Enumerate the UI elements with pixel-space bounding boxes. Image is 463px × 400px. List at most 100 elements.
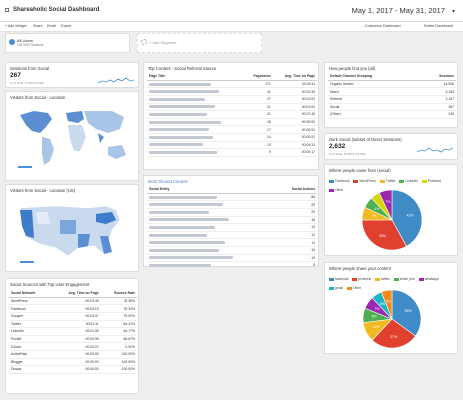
email-button[interactable]: Email — [47, 24, 56, 28]
legend-item[interactable]: Other — [346, 286, 361, 291]
widget-title: Top Content - Social Referral Source — [148, 66, 217, 71]
blurred-entity[interactable] — [149, 264, 211, 268]
blurred-page-title[interactable] — [149, 97, 205, 101]
table-cell: 00:03:19 — [50, 304, 101, 313]
dark-social-value: 2,632 — [329, 143, 346, 150]
most-shared-table: Social Entity Social Actions 86 29 20 16… — [147, 186, 317, 270]
blurred-entity[interactable] — [149, 233, 207, 237]
table-header[interactable]: Pageviews — [245, 73, 273, 81]
table-cell: 00:00:17 — [272, 148, 317, 157]
blurred-page-title[interactable] — [149, 113, 207, 117]
legend-item[interactable]: LinkedIn — [399, 179, 418, 184]
legend-item[interactable]: pinterest — [352, 277, 371, 282]
legend-item[interactable]: twitter — [375, 277, 390, 282]
table-cell: 00:00:00 — [50, 350, 101, 359]
widget-title[interactable]: Most Shared Content — [148, 179, 188, 184]
table-cell: ActiveRain — [9, 350, 51, 359]
pie-slice[interactable] — [391, 289, 422, 337]
blurred-entity[interactable] — [149, 195, 217, 199]
table-row: 13 — [147, 223, 317, 232]
legend-label: WordPress — [359, 179, 376, 183]
blurred-page-title[interactable] — [149, 120, 221, 124]
share-content-widget: Where people share your content facebook… — [324, 262, 458, 354]
share-button[interactable]: Share — [33, 24, 43, 28]
table-cell: 29 — [276, 200, 317, 209]
legend-label: Twitter — [385, 179, 396, 183]
blurred-page-title[interactable] — [149, 105, 215, 109]
pie-slice-label: 8% — [372, 315, 377, 319]
blurred-page-title[interactable] — [149, 128, 209, 132]
legend-item[interactable]: Other — [329, 188, 343, 193]
blurred-page-title[interactable] — [149, 90, 219, 94]
pie-slice[interactable] — [380, 289, 393, 320]
export-button[interactable]: Export — [61, 24, 72, 28]
table-cell: 100.00% — [100, 350, 137, 359]
pie-slice[interactable] — [361, 219, 407, 251]
table-header[interactable]: Social Actions — [276, 186, 317, 194]
table-header[interactable]: Sessions — [418, 73, 456, 81]
legend-item[interactable]: Pinterest — [421, 179, 441, 184]
legend-item[interactable]: email_this — [393, 277, 415, 282]
table-header[interactable]: Avg. Time on Page — [272, 73, 317, 81]
pie-chart: 35%27%11%8%7%6%6% — [362, 289, 422, 349]
table-cell: 12 — [276, 231, 317, 240]
sparkline — [98, 77, 134, 84]
pie-slice[interactable] — [378, 189, 393, 221]
pie-slice-label: 35% — [405, 309, 412, 313]
legend-item[interactable]: gmail — [329, 286, 343, 291]
blurred-entity[interactable] — [149, 248, 219, 252]
date-range[interactable]: May 1, 2017 - May 31, 2017 — [351, 6, 445, 15]
add-widget-button[interactable]: + Add Widget — [5, 24, 27, 28]
blurred-entity[interactable] — [149, 226, 215, 230]
legend-item[interactable]: WordPress — [353, 179, 376, 184]
table-cell: 00:00:35 — [50, 335, 101, 344]
blurred-page-title[interactable] — [149, 151, 217, 155]
table-header[interactable]: Bounce Rate — [100, 290, 137, 298]
sparkline — [417, 147, 453, 153]
table-cell: 18 — [245, 118, 273, 127]
pie-slice[interactable] — [371, 318, 416, 349]
legend-item[interactable]: facebook — [329, 277, 348, 282]
legend-swatch — [329, 179, 334, 183]
blurred-page-title[interactable] — [149, 143, 203, 147]
legend-item[interactable]: Twitter — [379, 179, 396, 184]
table-cell: Facebook — [9, 304, 51, 313]
legend-item[interactable]: Facebook — [329, 179, 349, 184]
pie-slice[interactable] — [391, 189, 423, 247]
blurred-entity[interactable] — [149, 210, 209, 214]
widget-title: Visitors from Social - Location — [10, 95, 66, 100]
dark-social-sub: % of Total: 19.66% (13,394) — [329, 152, 366, 156]
add-segment-button[interactable]: + Add Segment — [137, 33, 262, 53]
table-header[interactable]: Avg. Time on Page — [50, 290, 101, 298]
how-found-widget: How people find you (all) Default Channe… — [324, 62, 458, 128]
legend-swatch — [375, 277, 381, 281]
blurred-page-title[interactable] — [149, 82, 211, 86]
table-header[interactable]: Default Channel Grouping — [328, 73, 419, 81]
delete-dashboard-button[interactable]: Delete Dashboard — [424, 24, 453, 28]
table-header[interactable]: Social Network — [9, 290, 51, 298]
table-cell: 100.00% — [100, 365, 137, 374]
table-cell: 66.67% — [100, 335, 137, 344]
segment-all-users[interactable]: All Users 100.00% Sessions — [5, 33, 130, 53]
table-row: 86 — [147, 193, 317, 202]
table-cell: 00:00:51 — [272, 133, 317, 142]
table-header[interactable]: Page Title — [147, 73, 246, 81]
table-header[interactable]: Social Entity — [147, 186, 277, 194]
chevron-down-icon[interactable]: ▾ — [451, 9, 455, 15]
visitors-us-widget: Visitors from Social - Location (US) — [5, 184, 139, 272]
legend-item[interactable]: whatsapp — [418, 277, 439, 282]
blurred-entity[interactable] — [149, 218, 229, 222]
blurred-entity[interactable] — [149, 256, 233, 260]
table-cell: 17 — [245, 125, 273, 134]
blurred-entity[interactable] — [149, 203, 223, 207]
blurred-entity[interactable] — [149, 241, 225, 245]
customize-dashboard-button[interactable]: Customize Dashboard — [365, 24, 401, 28]
table-cell: 20 — [276, 208, 317, 217]
toolbar: + Add Widget Share Email Export Customiz… — [0, 22, 463, 32]
pie-slice-label: 6% — [380, 302, 385, 306]
pie-slice-label: 6% — [386, 299, 391, 303]
table-cell: 21 — [245, 103, 273, 112]
table-cell: 3,183 — [418, 87, 456, 96]
blurred-page-title[interactable] — [149, 135, 213, 139]
table-cell: 10 — [276, 246, 317, 255]
